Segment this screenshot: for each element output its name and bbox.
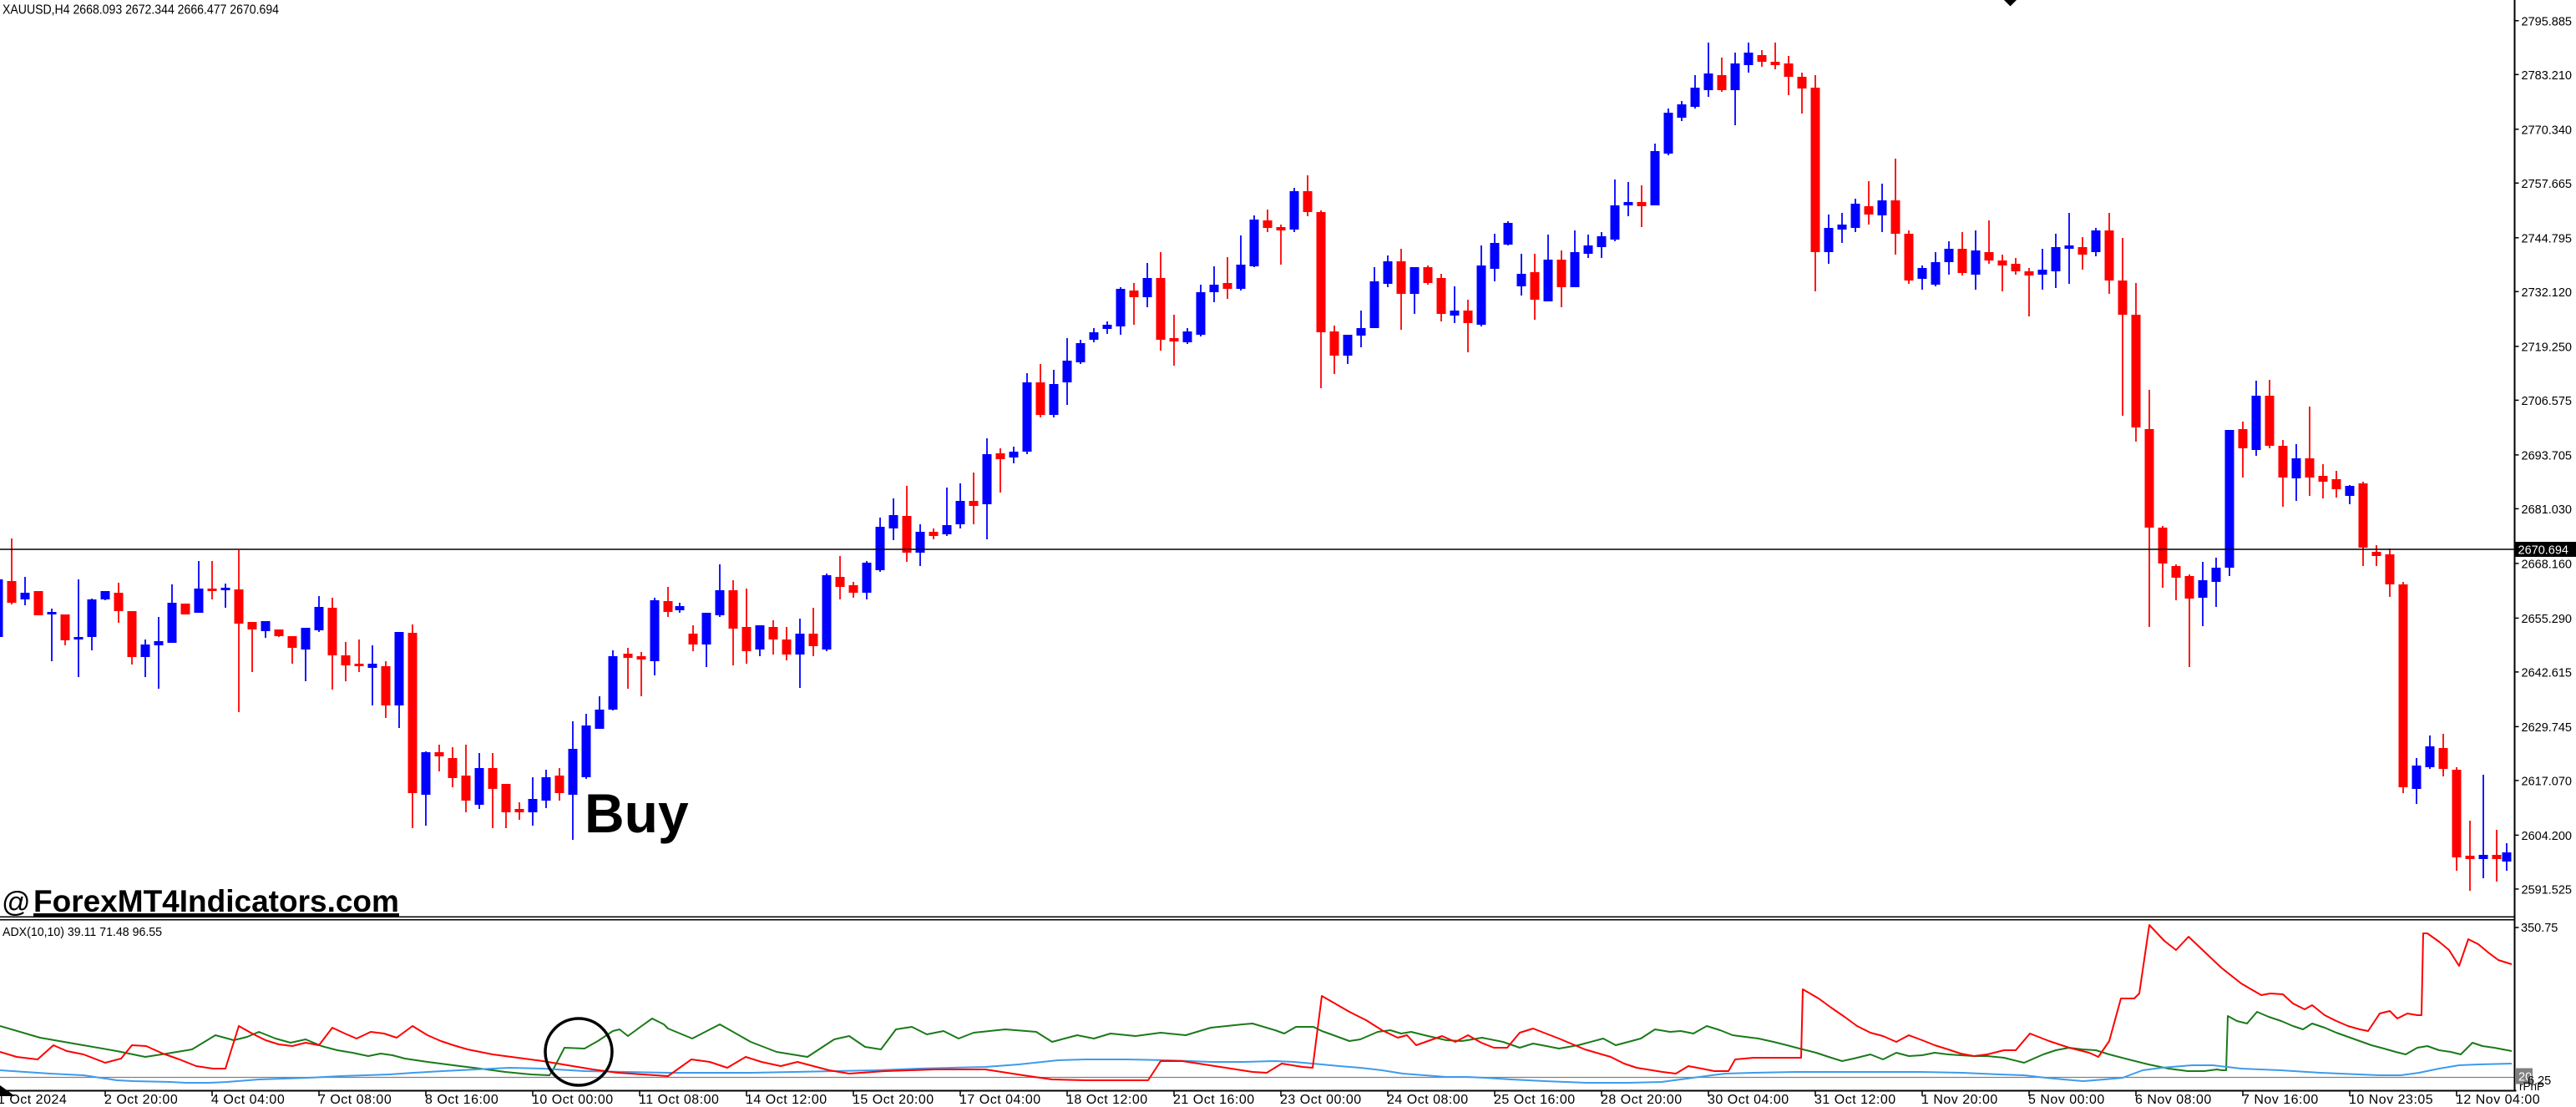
svg-text:2670.694: 2670.694 [2518,544,2568,558]
svg-text:2591.525: 2591.525 [2522,883,2572,897]
svg-text:XAUUSD,H4 2668.093 2672.344 2: XAUUSD,H4 2668.093 2672.344 2666.477 267… [3,3,279,18]
svg-text:6 Nov 08:00: 6 Nov 08:00 [2135,1093,2212,1107]
svg-text:18 Oct 12:00: 18 Oct 12:00 [1066,1093,1148,1107]
svg-text:2629.745: 2629.745 [2522,721,2572,735]
svg-text:2757.665: 2757.665 [2522,178,2572,191]
svg-text:2744.795: 2744.795 [2522,232,2572,245]
svg-text:ADX(10,10) 39.11 71.48 96.55: ADX(10,10) 39.11 71.48 96.55 [3,925,162,939]
svg-text:21 Oct 16:00: 21 Oct 16:00 [1173,1093,1255,1107]
svg-text:2770.340: 2770.340 [2522,124,2572,137]
svg-text:4 Oct 04:00: 4 Oct 04:00 [211,1093,285,1107]
svg-text:30 Oct 04:00: 30 Oct 04:00 [1708,1093,1789,1107]
svg-text:2795.885: 2795.885 [2522,15,2572,28]
svg-text:2681.030: 2681.030 [2522,503,2572,517]
svg-text:1 Oct 2024: 1 Oct 2024 [0,1093,67,1107]
svg-text:2732.120: 2732.120 [2522,286,2572,300]
svg-text:2604.200: 2604.200 [2522,830,2572,843]
svg-text:2706.575: 2706.575 [2522,395,2572,408]
svg-text:2617.070: 2617.070 [2522,775,2572,788]
svg-text:7 Nov 16:00: 7 Nov 16:00 [2242,1093,2319,1107]
svg-text:2668.160: 2668.160 [2522,558,2572,571]
svg-text:rPnP: rPnP [2519,1080,2544,1093]
svg-text:2693.705: 2693.705 [2522,449,2572,463]
svg-text:12 Nov 04:00: 12 Nov 04:00 [2456,1093,2540,1107]
svg-text:28 Oct 20:00: 28 Oct 20:00 [1601,1093,1683,1107]
svg-text:5 Nov 00:00: 5 Nov 00:00 [2028,1093,2105,1107]
svg-text:350.75: 350.75 [2521,922,2558,935]
svg-text:17 Oct 04:00: 17 Oct 04:00 [959,1093,1041,1107]
svg-text:10 Oct 00:00: 10 Oct 00:00 [532,1093,614,1107]
svg-text:10 Nov 23:05: 10 Nov 23:05 [2349,1093,2433,1107]
svg-text:Buy: Buy [585,782,689,844]
svg-text:31 Oct 12:00: 31 Oct 12:00 [1814,1093,1896,1107]
svg-text:2655.290: 2655.290 [2522,613,2572,626]
svg-text:ForexMT4Indicators.com: ForexMT4Indicators.com [33,884,399,918]
svg-text:2642.615: 2642.615 [2522,666,2572,680]
svg-text:25 Oct 16:00: 25 Oct 16:00 [1494,1093,1576,1107]
svg-text:24 Oct 08:00: 24 Oct 08:00 [1387,1093,1469,1107]
svg-text:1 Nov 20:00: 1 Nov 20:00 [1921,1093,1998,1107]
svg-text:15 Oct 20:00: 15 Oct 20:00 [853,1093,934,1107]
svg-text:23 Oct 00:00: 23 Oct 00:00 [1280,1093,1362,1107]
svg-text:7 Oct 08:00: 7 Oct 08:00 [318,1093,392,1107]
svg-text:14 Oct 12:00: 14 Oct 12:00 [746,1093,827,1107]
svg-text:8 Oct 16:00: 8 Oct 16:00 [425,1093,498,1107]
svg-text:2 Oct 20:00: 2 Oct 20:00 [104,1093,178,1107]
svg-text:2719.250: 2719.250 [2522,341,2572,354]
svg-text:@: @ [2,887,31,918]
svg-text:6.25: 6.25 [2528,1074,2551,1088]
svg-text:20: 20 [2518,1071,2532,1084]
svg-text:2783.210: 2783.210 [2522,69,2572,83]
svg-text:11 Oct 08:00: 11 Oct 08:00 [639,1093,719,1107]
